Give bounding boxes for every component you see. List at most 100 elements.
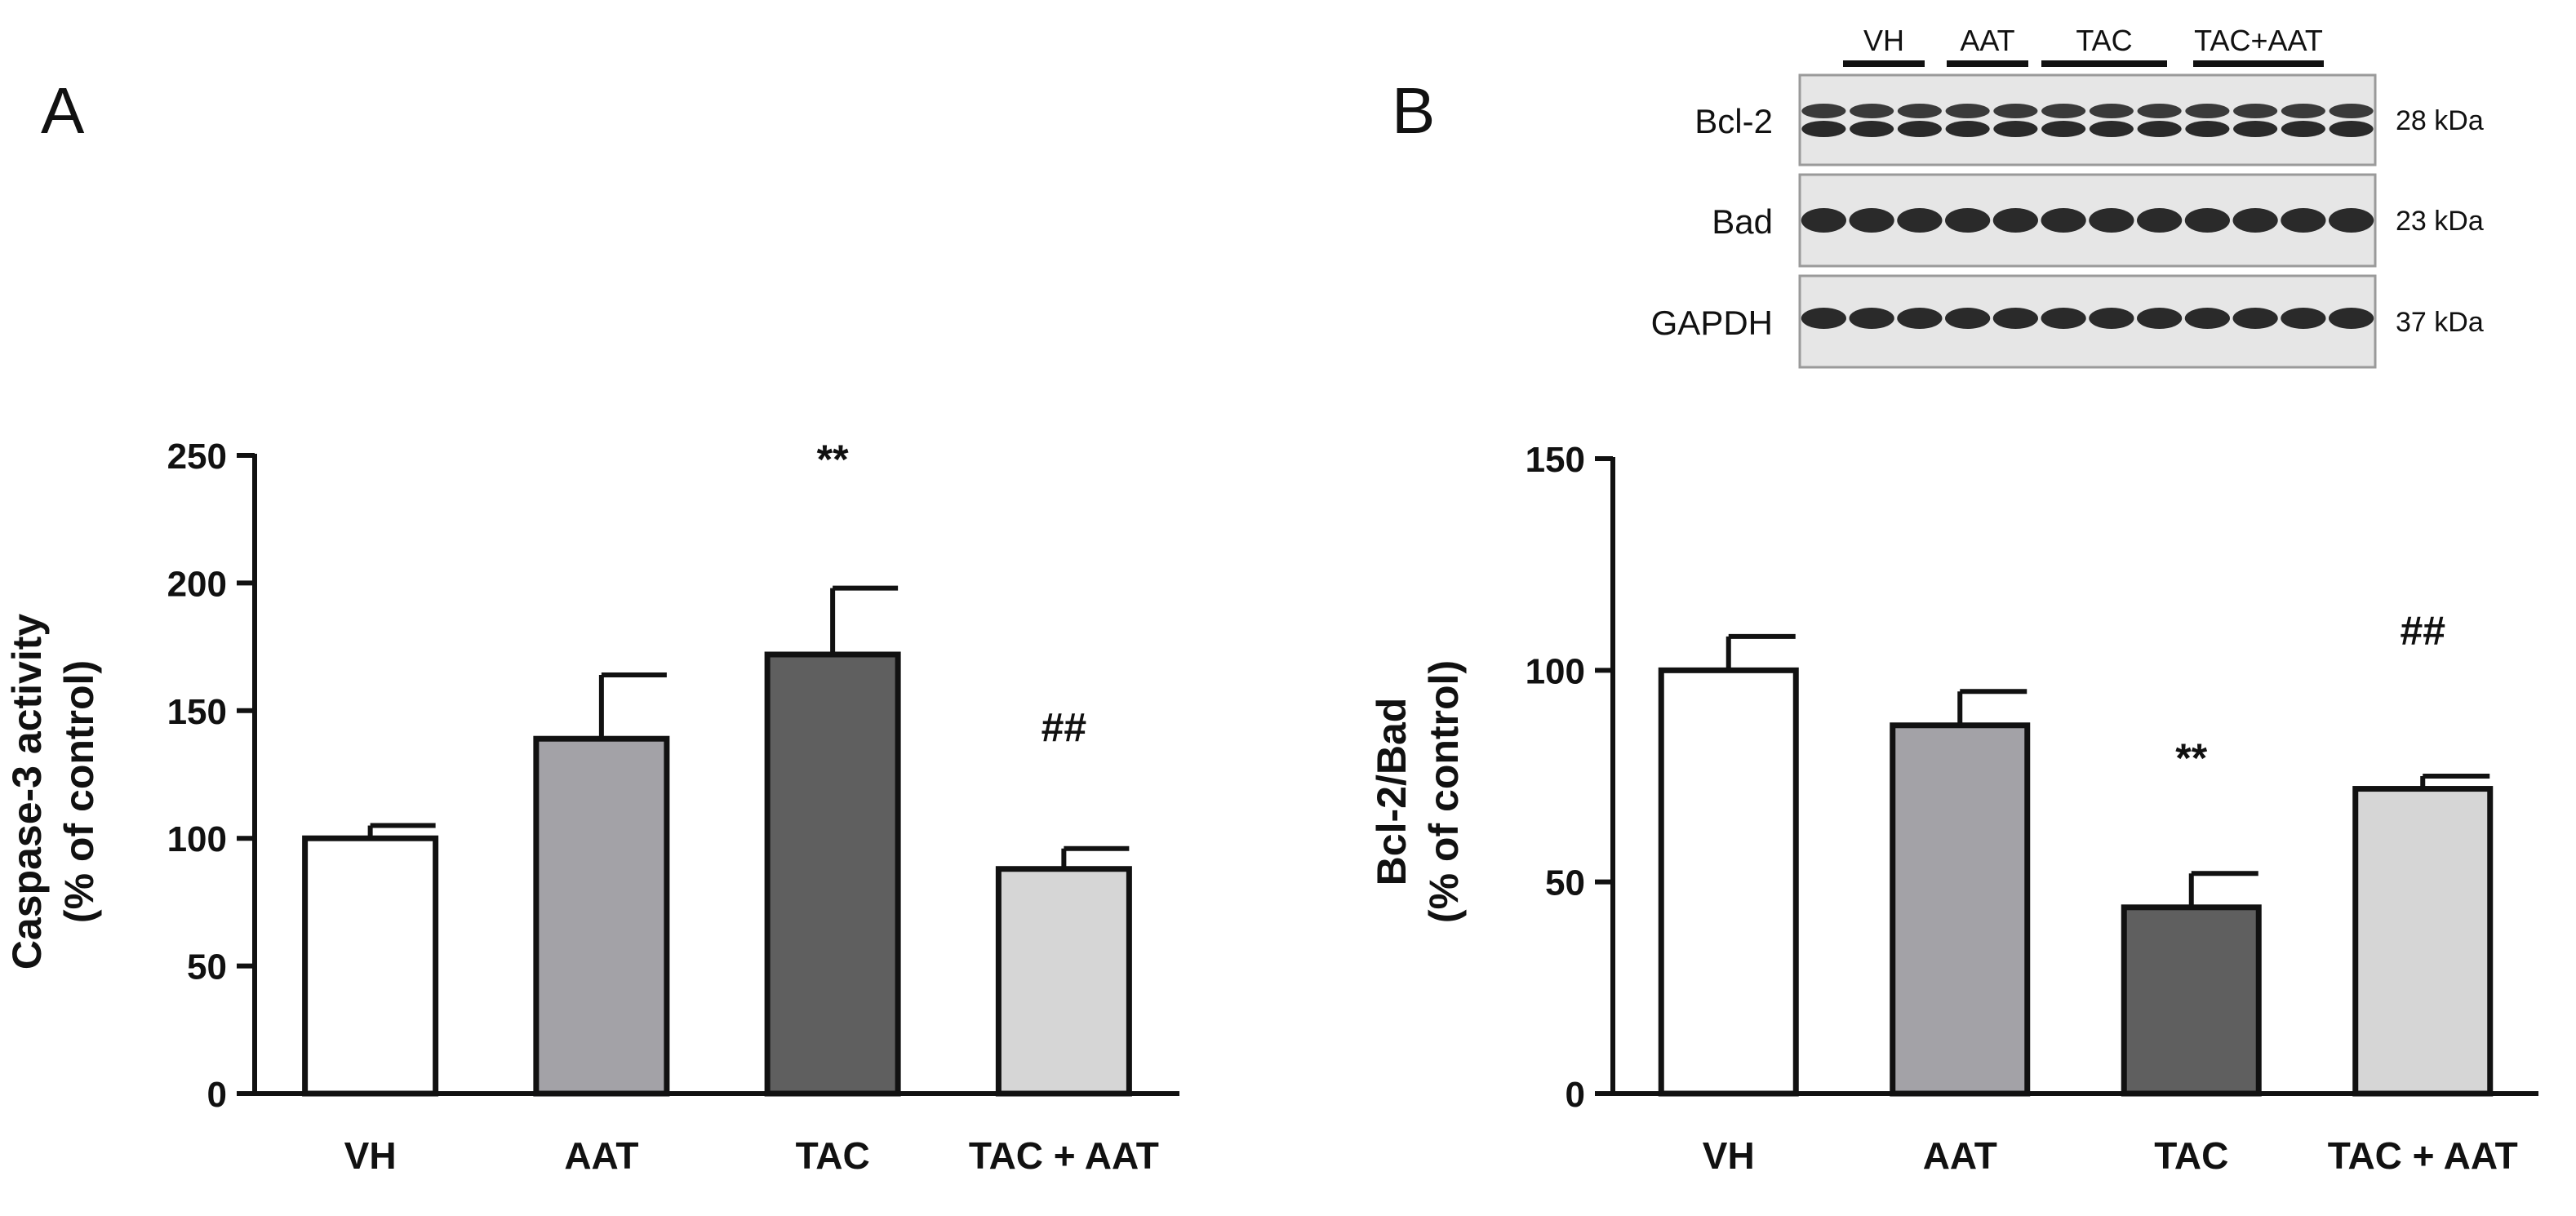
- y-tick-label: 50: [187, 948, 227, 987]
- blot-size-label: 23 kDa: [2396, 206, 2484, 237]
- significance-annotation: ##: [1042, 704, 1087, 750]
- blot-strip: [1798, 73, 2377, 166]
- significance-annotation: ##: [2400, 608, 2445, 654]
- blot-band: [1849, 208, 1894, 233]
- blot-band: [1801, 104, 1846, 118]
- y-tick-label: 150: [167, 692, 227, 732]
- blot-band: [2281, 208, 2326, 233]
- bar-vh: [302, 835, 439, 1097]
- bar-tac: [2121, 904, 2262, 1097]
- blot-band: [2041, 121, 2086, 137]
- blot-band: [2233, 104, 2278, 118]
- blot-band: [2281, 308, 2326, 329]
- blot-band: [2089, 104, 2134, 118]
- bar-tac: [764, 651, 901, 1097]
- chart-a-ylabel-line2: (% of control): [56, 660, 102, 923]
- blot-band: [2041, 104, 2086, 118]
- panel-a-label: A: [41, 74, 85, 147]
- blot-band: [1945, 208, 1991, 233]
- y-tick-label: 0: [207, 1075, 227, 1115]
- chart-b-ylabel: Bcl-2/Bad (% of control): [1369, 660, 1467, 923]
- y-tick-label: 50: [1545, 863, 1585, 903]
- blot-band: [1992, 308, 2038, 329]
- x-tick-label: AAT: [1923, 1134, 1997, 1177]
- blot-band: [2089, 208, 2134, 233]
- y-tick-label: 100: [1526, 651, 1585, 691]
- bar-aat: [533, 735, 670, 1097]
- chart-b-bcl2-bad: Bcl-2/Bad (% of control) 0 50 100 150 VH AAT T…: [1369, 440, 2538, 1177]
- blot-band: [2233, 121, 2278, 137]
- blot-group-underline: [1843, 60, 1925, 67]
- blot-band: [1897, 104, 1942, 118]
- blot-band: [2232, 308, 2278, 329]
- bar-vh: [1658, 667, 1799, 1097]
- blot-group-label: TAC+AAT: [2194, 24, 2323, 57]
- blot-band: [2137, 121, 2182, 137]
- significance-annotation: **: [817, 437, 849, 482]
- blot-band: [1850, 104, 1894, 118]
- blot-group-label: TAC: [2076, 24, 2132, 57]
- blot-band: [2232, 208, 2278, 233]
- chart-a-caspase3: Caspase-3 activity (% of control) 0 50 100…: [4, 437, 1179, 1177]
- blot-band: [2184, 208, 2230, 233]
- blot-strip: [1798, 173, 2377, 268]
- x-tick-label: TAC + AAT: [969, 1134, 1159, 1177]
- blot-band: [2137, 208, 2183, 233]
- y-tick-label: 100: [167, 819, 227, 859]
- blot-band: [2041, 308, 2086, 329]
- y-tick-label: 150: [1526, 440, 1585, 480]
- blot-size-label: 28 kDa: [2396, 105, 2484, 136]
- blot-protein-label: Bad: [1712, 202, 1773, 241]
- y-tick-label: 200: [167, 564, 227, 604]
- blot-band: [2329, 121, 2374, 137]
- chart-b-ylabel-line1: Bcl-2/Bad: [1369, 698, 1415, 886]
- blot-band: [1849, 308, 1894, 329]
- blot-band: [2281, 121, 2325, 137]
- blot-band: [1897, 121, 1942, 137]
- blot-group-underline: [2193, 60, 2324, 67]
- bar-aat: [1890, 722, 2031, 1097]
- bar-tac-aat: [995, 866, 1132, 1097]
- blot-band: [2329, 104, 2374, 118]
- blot-band: [1993, 104, 2038, 118]
- blot-band: [1801, 208, 1846, 233]
- western-blot: VH AAT TAC TAC+AAT Bcl-2 28 kDa Bad 23 kDa GAPDH…: [1651, 24, 2484, 369]
- x-tick-label: VH: [344, 1134, 397, 1177]
- blot-band: [2281, 104, 2325, 118]
- blot-band: [2329, 208, 2374, 233]
- blot-band: [2329, 308, 2374, 329]
- blot-band: [2185, 104, 2230, 118]
- significance-annotation: **: [2175, 735, 2207, 781]
- blot-band: [1850, 121, 1894, 137]
- blot-band: [1897, 208, 1943, 233]
- blot-band: [2185, 121, 2230, 137]
- blot-band: [1897, 308, 1943, 329]
- blot-band: [2089, 308, 2134, 329]
- x-tick-label: VH: [1703, 1134, 1755, 1177]
- bar-tac-aat: [2352, 786, 2494, 1097]
- blot-group-label: AAT: [1960, 24, 2014, 57]
- blot-band: [1993, 121, 2038, 137]
- blot-band: [2137, 308, 2183, 329]
- blot-band: [1801, 121, 1846, 137]
- blot-band: [1945, 308, 1991, 329]
- blot-band: [2184, 308, 2230, 329]
- blot-protein-label: GAPDH: [1651, 304, 1773, 342]
- blot-band: [2137, 104, 2182, 118]
- x-tick-label: TAC: [796, 1134, 870, 1177]
- x-tick-label: AAT: [564, 1134, 638, 1177]
- blot-strip: [1798, 274, 2377, 369]
- blot-band: [2041, 208, 2086, 233]
- blot-band: [1945, 121, 1990, 137]
- blot-size-label: 37 kDa: [2396, 307, 2484, 338]
- blot-band: [2089, 121, 2134, 137]
- chart-a-ylabel: Caspase-3 activity (% of control): [4, 614, 102, 970]
- blot-protein-label: Bcl-2: [1694, 102, 1773, 140]
- chart-a-ylabel-line1: Caspase-3 activity: [4, 614, 50, 970]
- blot-group-underline: [2041, 60, 2167, 67]
- blot-band: [1801, 308, 1846, 329]
- x-tick-label: TAC + AAT: [2328, 1134, 2518, 1177]
- y-tick-label: 250: [167, 437, 227, 477]
- blot-band: [1945, 104, 1990, 118]
